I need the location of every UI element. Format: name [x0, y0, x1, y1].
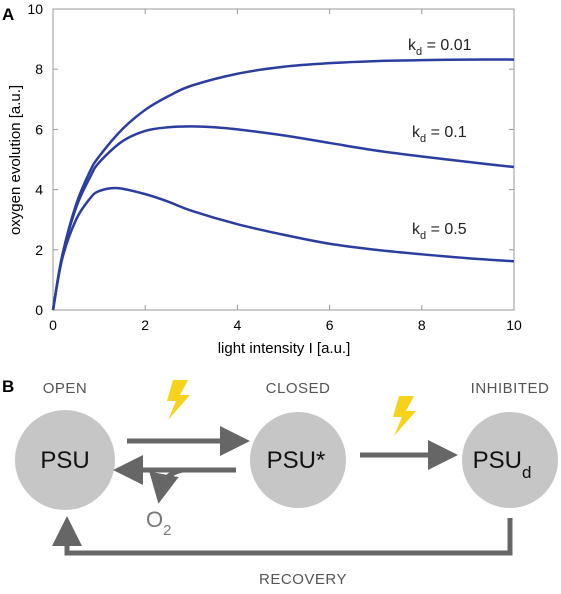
y-tick-label: 10	[27, 1, 43, 17]
psu-state-diagram: OPEN CLOSED INHIBITED PSU PSU* PSUd O2 R…	[15, 380, 558, 588]
y-tick-label: 8	[35, 61, 43, 77]
series-label-1: kd = 0.1	[412, 124, 467, 145]
y-tick-label: 4	[35, 182, 43, 198]
x-tick-label: 4	[234, 317, 242, 333]
x-tick-label: 8	[418, 317, 426, 333]
lightning-icon	[393, 396, 416, 436]
x-axis-title: light intensity I [a.u.]	[218, 340, 351, 357]
x-tick-label: 2	[141, 317, 149, 333]
psu-d-node	[462, 412, 558, 508]
axis-ticks: 0 2 4 6 8 10 0 2 4 6 8 10	[27, 1, 522, 333]
x-tick-label: 0	[49, 317, 57, 333]
series-line-0	[51, 58, 515, 311]
state-closed-label: CLOSED	[266, 380, 331, 397]
series-line-2	[51, 186, 515, 311]
y-tick-label: 2	[35, 242, 43, 258]
x-tick-label: 10	[506, 317, 522, 333]
psu-star-node	[250, 412, 346, 508]
panel-b-label: B	[2, 377, 14, 396]
x-tick-label: 6	[326, 317, 334, 333]
recovery-arrow	[52, 516, 513, 556]
arrow-o2-release	[149, 467, 183, 504]
series-lines	[51, 58, 515, 311]
psu-star-node-label: PSU*	[267, 447, 326, 474]
o2-label: O2	[146, 507, 171, 539]
state-inhibited-label: INHIBITED	[471, 380, 550, 397]
lightning-icon	[167, 380, 190, 420]
y-axis-title: oxygen evolution [a.u.]	[7, 85, 24, 235]
state-open-label: OPEN	[43, 380, 88, 397]
series-label-0: kd = 0.01	[408, 37, 472, 58]
plot-area-frame	[52, 8, 515, 311]
series-label-2: kd = 0.5	[412, 221, 467, 242]
psu-d-node-label: PSUd	[473, 447, 532, 482]
panel-a-label: A	[2, 5, 14, 24]
series-labels: kd = 0.01 kd = 0.1 kd = 0.5	[408, 37, 472, 242]
psu-node-label: PSU	[40, 447, 89, 474]
series-line-1	[51, 125, 515, 311]
psu-node	[15, 410, 115, 510]
recovery-label: RECOVERY	[259, 571, 347, 588]
oxygen-evolution-chart: 0 2 4 6 8 10 0 2 4 6 8 10 kd = 0.01 kd = 0.1 kd = 0.5…	[7, 1, 522, 357]
y-tick-label: 0	[35, 302, 43, 318]
y-tick-label: 6	[35, 121, 43, 137]
